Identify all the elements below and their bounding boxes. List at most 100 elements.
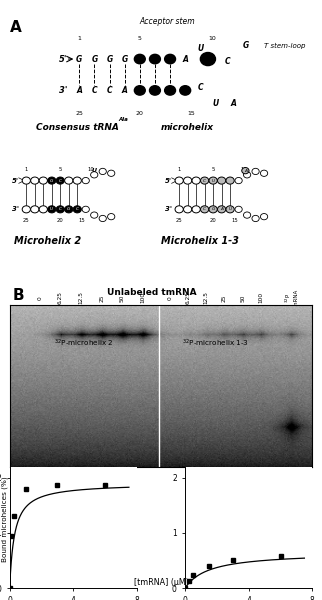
Circle shape — [180, 86, 191, 95]
Text: C: C — [137, 86, 143, 95]
Text: B: B — [13, 288, 24, 303]
Text: A: A — [76, 86, 82, 95]
Circle shape — [235, 206, 242, 212]
Text: A: A — [220, 208, 223, 211]
Circle shape — [65, 177, 73, 184]
Text: 3': 3' — [12, 206, 19, 212]
Circle shape — [165, 55, 175, 64]
Text: 3': 3' — [165, 206, 172, 212]
Text: C: C — [91, 86, 97, 95]
Text: 0: 0 — [167, 296, 173, 300]
Circle shape — [65, 206, 73, 213]
Circle shape — [252, 215, 259, 221]
Text: C: C — [197, 83, 203, 92]
Circle shape — [226, 206, 234, 213]
Text: 5': 5' — [12, 178, 19, 184]
Text: U: U — [167, 86, 173, 95]
Circle shape — [243, 212, 251, 218]
Circle shape — [39, 177, 47, 184]
Text: G: G — [242, 41, 249, 50]
Text: T stem-loop: T stem-loop — [264, 43, 305, 49]
Circle shape — [184, 177, 192, 184]
Text: Unlabeled tmRNA: Unlabeled tmRNA — [107, 288, 197, 297]
Text: U: U — [229, 208, 232, 211]
Text: 10: 10 — [240, 167, 247, 172]
Text: C: C — [225, 57, 231, 66]
Circle shape — [134, 55, 145, 64]
Circle shape — [56, 206, 64, 213]
Circle shape — [201, 206, 209, 213]
Circle shape — [260, 170, 268, 176]
Circle shape — [242, 167, 249, 174]
Text: U: U — [212, 99, 219, 108]
Circle shape — [165, 86, 175, 95]
Text: U: U — [212, 179, 215, 182]
Text: C: C — [203, 208, 206, 211]
Text: U: U — [92, 168, 97, 173]
Text: 5: 5 — [138, 36, 142, 41]
Text: A: A — [182, 55, 188, 64]
Text: 25: 25 — [75, 112, 83, 116]
Circle shape — [31, 206, 39, 213]
Text: A: A — [244, 169, 247, 173]
Text: 25: 25 — [176, 218, 183, 223]
Text: 25: 25 — [222, 294, 227, 302]
Text: A: A — [10, 20, 21, 35]
Text: 6.25: 6.25 — [58, 292, 63, 304]
Circle shape — [22, 177, 30, 184]
Text: 50: 50 — [240, 294, 245, 302]
Text: 5: 5 — [212, 167, 215, 172]
Circle shape — [200, 53, 215, 65]
Text: 15: 15 — [187, 112, 195, 116]
Text: U: U — [50, 208, 53, 211]
Text: C: C — [59, 208, 62, 211]
Text: 25: 25 — [99, 294, 104, 302]
Text: 6.25: 6.25 — [186, 292, 191, 304]
Text: Acceptor stem: Acceptor stem — [139, 17, 195, 26]
Circle shape — [90, 172, 98, 178]
Text: G: G — [91, 55, 98, 64]
Text: 100: 100 — [140, 292, 145, 304]
Circle shape — [48, 206, 56, 213]
Circle shape — [31, 177, 39, 184]
Circle shape — [226, 177, 234, 184]
Text: C: C — [152, 86, 158, 95]
Circle shape — [73, 177, 81, 184]
Circle shape — [209, 177, 217, 184]
Circle shape — [149, 55, 160, 64]
Text: 100: 100 — [258, 292, 263, 304]
Text: A: A — [231, 99, 237, 108]
Text: C: C — [203, 179, 206, 182]
Circle shape — [22, 206, 30, 213]
Text: Microhelix 2: Microhelix 2 — [14, 236, 81, 246]
Text: A: A — [122, 86, 128, 95]
Circle shape — [108, 170, 115, 176]
Circle shape — [175, 177, 183, 184]
Text: C: C — [107, 86, 112, 95]
Text: $^{32}$P
tmRNA: $^{32}$P tmRNA — [284, 289, 299, 308]
Circle shape — [217, 206, 226, 213]
Circle shape — [217, 177, 226, 184]
Text: 5': 5' — [165, 178, 172, 184]
Text: 5: 5 — [59, 167, 62, 172]
Circle shape — [252, 169, 259, 175]
Text: $^{32}$P-microhelix 2: $^{32}$P-microhelix 2 — [54, 338, 114, 349]
Text: 0: 0 — [37, 296, 43, 300]
Circle shape — [243, 172, 251, 178]
Circle shape — [48, 177, 56, 184]
Text: G: G — [212, 208, 215, 211]
Text: 10: 10 — [88, 167, 94, 172]
Text: G: G — [121, 55, 128, 64]
Text: C: C — [59, 179, 62, 182]
Circle shape — [90, 212, 98, 218]
Text: 50: 50 — [120, 294, 125, 302]
Text: 1: 1 — [177, 167, 181, 172]
Text: Ala: Ala — [118, 117, 128, 122]
Text: microhelix: microhelix — [161, 122, 214, 131]
Circle shape — [99, 169, 106, 175]
Text: 1: 1 — [24, 167, 28, 172]
Text: 12.5: 12.5 — [79, 292, 84, 304]
Circle shape — [108, 214, 115, 220]
Text: 20: 20 — [210, 218, 216, 223]
Text: 10: 10 — [209, 36, 216, 41]
